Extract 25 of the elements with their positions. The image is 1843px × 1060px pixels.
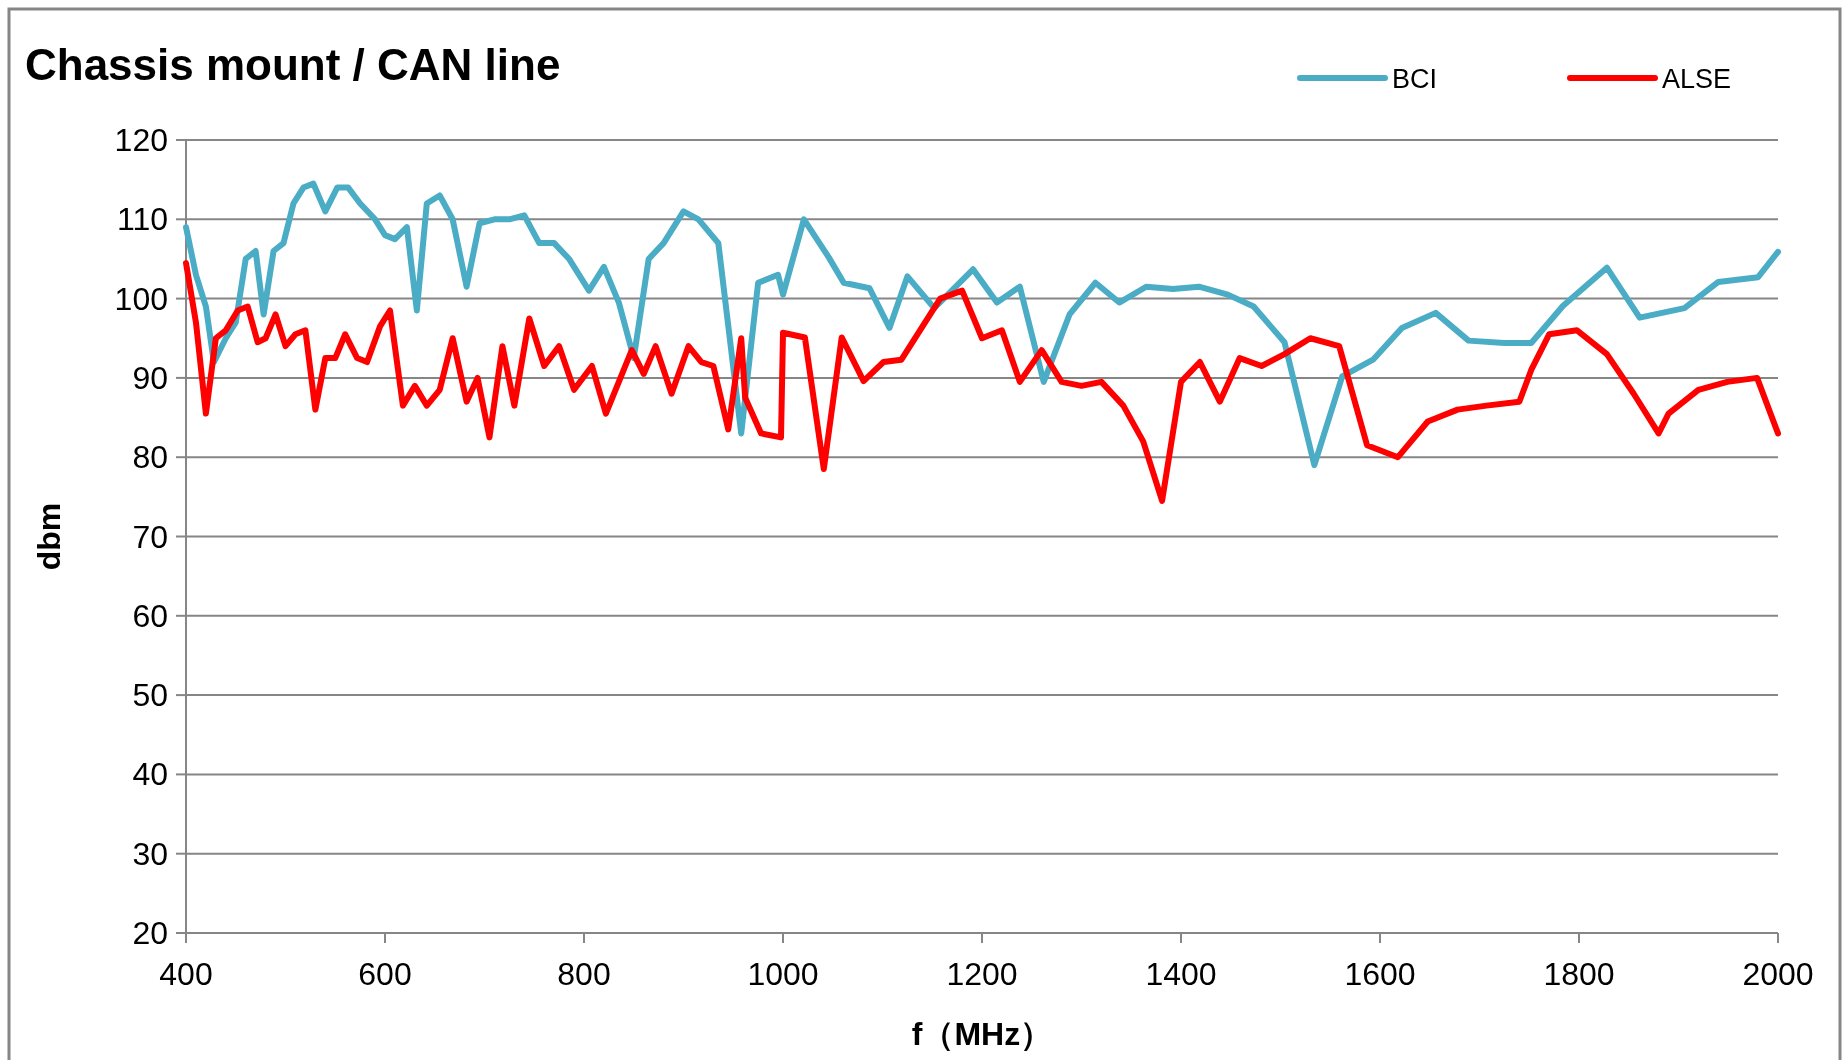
legend-label: BCI (1392, 64, 1438, 94)
y-tick-label: 60 (132, 597, 168, 634)
y-tick-label: 50 (132, 677, 168, 714)
y-tick-label: 40 (132, 756, 168, 793)
y-tick-label: 80 (132, 439, 168, 476)
x-axis-title: f（MHz） (911, 1016, 1053, 1052)
x-tick-label: 1400 (1145, 956, 1217, 992)
y-tick-label: 30 (132, 835, 168, 872)
x-tick-label: 1800 (1543, 956, 1615, 992)
y-tick-label: 110 (116, 201, 168, 238)
y-tick-label: 20 (132, 915, 168, 951)
x-tick-label: 2000 (1742, 956, 1814, 992)
y-tick-label: 120 (114, 122, 168, 158)
x-tick-label: 400 (159, 956, 213, 992)
y-axis-title: dbm (31, 502, 67, 571)
chart-title: Chassis mount / CAN line (25, 40, 561, 89)
x-tick-label: 1000 (747, 956, 819, 992)
x-tick-label: 1600 (1344, 956, 1416, 992)
x-tick-label: 1200 (946, 956, 1018, 992)
y-tick-label: 100 (114, 280, 168, 317)
legend-label: ALSE (1662, 64, 1732, 94)
x-tick-label: 600 (358, 956, 412, 992)
x-tick-label: 800 (557, 956, 611, 992)
y-tick-label: 70 (132, 518, 168, 555)
y-tick-label: 90 (132, 359, 168, 396)
